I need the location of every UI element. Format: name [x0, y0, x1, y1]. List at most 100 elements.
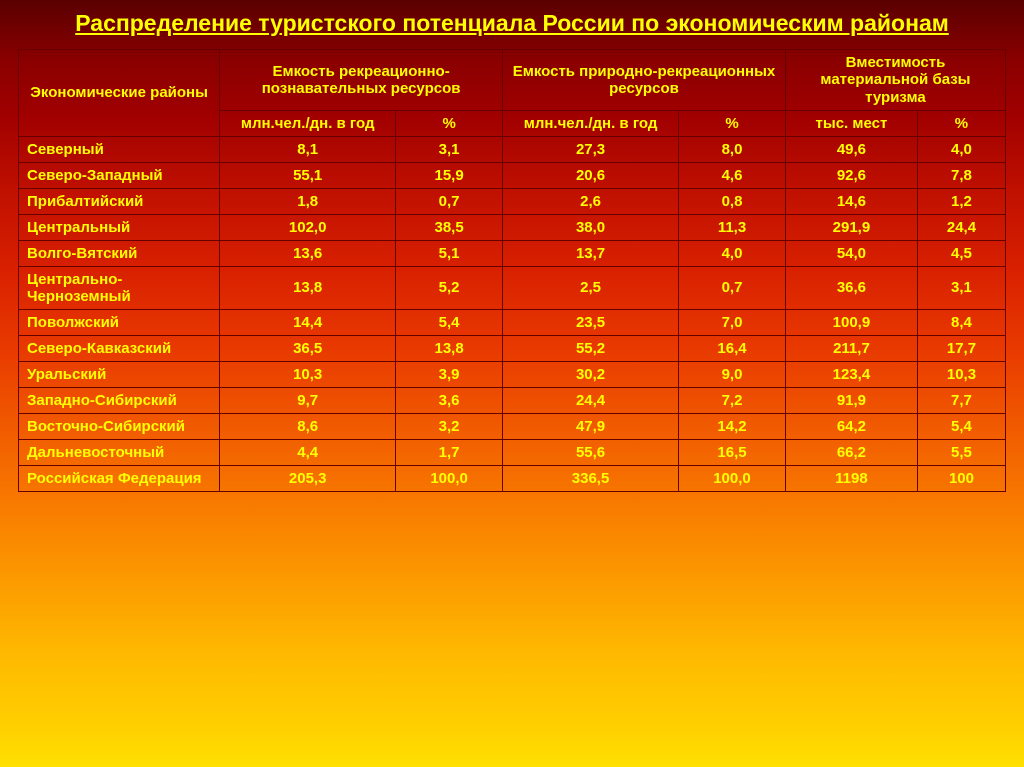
- cell-c4: 16,5: [679, 439, 786, 465]
- table-row: Уральский10,33,930,29,0123,410,3: [19, 361, 1006, 387]
- cell-c3: 24,4: [503, 387, 679, 413]
- subheader-mln2: млн.чел./дн. в год: [503, 110, 679, 136]
- cell-c5: 14,6: [785, 188, 917, 214]
- region: Прибалтийский: [19, 188, 220, 214]
- cell-c1: 1,8: [220, 188, 396, 214]
- cell-c2: 5,2: [396, 266, 503, 309]
- cell-c6: 5,4: [917, 413, 1005, 439]
- cell-c2: 100,0: [396, 465, 503, 491]
- cell-c5: 36,6: [785, 266, 917, 309]
- cell-c5: 291,9: [785, 214, 917, 240]
- table-row: Дальневосточный4,41,755,616,566,25,5: [19, 439, 1006, 465]
- cell-c5: 92,6: [785, 162, 917, 188]
- cell-c4: 16,4: [679, 335, 786, 361]
- cell-c6: 7,8: [917, 162, 1005, 188]
- data-table: Экономические районы Емкость рекреационн…: [18, 49, 1006, 492]
- cell-c5: 1198: [785, 465, 917, 491]
- cell-c2: 13,8: [396, 335, 503, 361]
- cell-c2: 1,7: [396, 439, 503, 465]
- header-regions: Экономические районы: [19, 50, 220, 137]
- subheader-tys: тыс. мест: [785, 110, 917, 136]
- cell-c6: 100: [917, 465, 1005, 491]
- table-row: Северный8,13,127,38,049,64,0: [19, 136, 1006, 162]
- cell-c6: 24,4: [917, 214, 1005, 240]
- region: Уральский: [19, 361, 220, 387]
- cell-c2: 38,5: [396, 214, 503, 240]
- header-group3: Вместимость материальной базы туризма: [785, 50, 1005, 111]
- region: Дальневосточный: [19, 439, 220, 465]
- cell-c5: 211,7: [785, 335, 917, 361]
- table-row: Западно-Сибирский9,73,624,47,291,97,7: [19, 387, 1006, 413]
- cell-c1: 9,7: [220, 387, 396, 413]
- cell-c3: 47,9: [503, 413, 679, 439]
- table-row: Поволжский14,45,423,57,0100,98,4: [19, 309, 1006, 335]
- cell-c5: 123,4: [785, 361, 917, 387]
- cell-c1: 13,6: [220, 240, 396, 266]
- cell-c5: 91,9: [785, 387, 917, 413]
- cell-c1: 55,1: [220, 162, 396, 188]
- region: Центрально-Черноземный: [19, 266, 220, 309]
- cell-c3: 20,6: [503, 162, 679, 188]
- cell-c4: 11,3: [679, 214, 786, 240]
- cell-c3: 23,5: [503, 309, 679, 335]
- cell-c6: 7,7: [917, 387, 1005, 413]
- subheader-mln1: млн.чел./дн. в год: [220, 110, 396, 136]
- cell-c1: 4,4: [220, 439, 396, 465]
- page-container: Распределение туристского потенциала Рос…: [0, 0, 1024, 492]
- cell-c4: 8,0: [679, 136, 786, 162]
- subheader-pct2: %: [679, 110, 786, 136]
- cell-c5: 100,9: [785, 309, 917, 335]
- cell-c1: 102,0: [220, 214, 396, 240]
- header-group1: Емкость рекреационно-познавательных ресу…: [220, 50, 503, 111]
- cell-c3: 2,5: [503, 266, 679, 309]
- cell-c6: 10,3: [917, 361, 1005, 387]
- region: Поволжский: [19, 309, 220, 335]
- cell-c3: 336,5: [503, 465, 679, 491]
- cell-c2: 0,7: [396, 188, 503, 214]
- cell-c3: 13,7: [503, 240, 679, 266]
- region: Волго-Вятский: [19, 240, 220, 266]
- cell-c6: 8,4: [917, 309, 1005, 335]
- subheader-pct3: %: [917, 110, 1005, 136]
- cell-c2: 3,1: [396, 136, 503, 162]
- cell-c2: 3,9: [396, 361, 503, 387]
- cell-c4: 0,7: [679, 266, 786, 309]
- region: Центральный: [19, 214, 220, 240]
- cell-c4: 7,0: [679, 309, 786, 335]
- cell-c1: 13,8: [220, 266, 396, 309]
- table-row: Центральный102,038,538,011,3291,924,4: [19, 214, 1006, 240]
- table-row: Центрально-Черноземный13,85,22,50,736,63…: [19, 266, 1006, 309]
- subheader-pct1: %: [396, 110, 503, 136]
- table-body: Северный8,13,127,38,049,64,0Северо-Запад…: [19, 136, 1006, 491]
- cell-c5: 49,6: [785, 136, 917, 162]
- cell-c4: 7,2: [679, 387, 786, 413]
- cell-c3: 2,6: [503, 188, 679, 214]
- cell-c5: 64,2: [785, 413, 917, 439]
- cell-c2: 5,4: [396, 309, 503, 335]
- cell-c4: 4,6: [679, 162, 786, 188]
- page-title: Распределение туристского потенциала Рос…: [18, 10, 1006, 37]
- header-group2: Емкость природно-рекреационных ресурсов: [503, 50, 786, 111]
- cell-c4: 4,0: [679, 240, 786, 266]
- cell-c2: 15,9: [396, 162, 503, 188]
- region: Западно-Сибирский: [19, 387, 220, 413]
- cell-c1: 205,3: [220, 465, 396, 491]
- cell-c6: 4,0: [917, 136, 1005, 162]
- cell-c3: 55,6: [503, 439, 679, 465]
- cell-c1: 36,5: [220, 335, 396, 361]
- cell-c3: 55,2: [503, 335, 679, 361]
- table-row: Северо-Кавказский36,513,855,216,4211,717…: [19, 335, 1006, 361]
- cell-c1: 14,4: [220, 309, 396, 335]
- cell-c3: 27,3: [503, 136, 679, 162]
- cell-c3: 30,2: [503, 361, 679, 387]
- cell-c4: 14,2: [679, 413, 786, 439]
- region: Восточно-Сибирский: [19, 413, 220, 439]
- table-row: Волго-Вятский13,65,113,74,054,04,5: [19, 240, 1006, 266]
- cell-c4: 0,8: [679, 188, 786, 214]
- region: Российская Федерация: [19, 465, 220, 491]
- cell-c2: 5,1: [396, 240, 503, 266]
- cell-c4: 100,0: [679, 465, 786, 491]
- cell-c2: 3,6: [396, 387, 503, 413]
- cell-c5: 54,0: [785, 240, 917, 266]
- region: Северо-Кавказский: [19, 335, 220, 361]
